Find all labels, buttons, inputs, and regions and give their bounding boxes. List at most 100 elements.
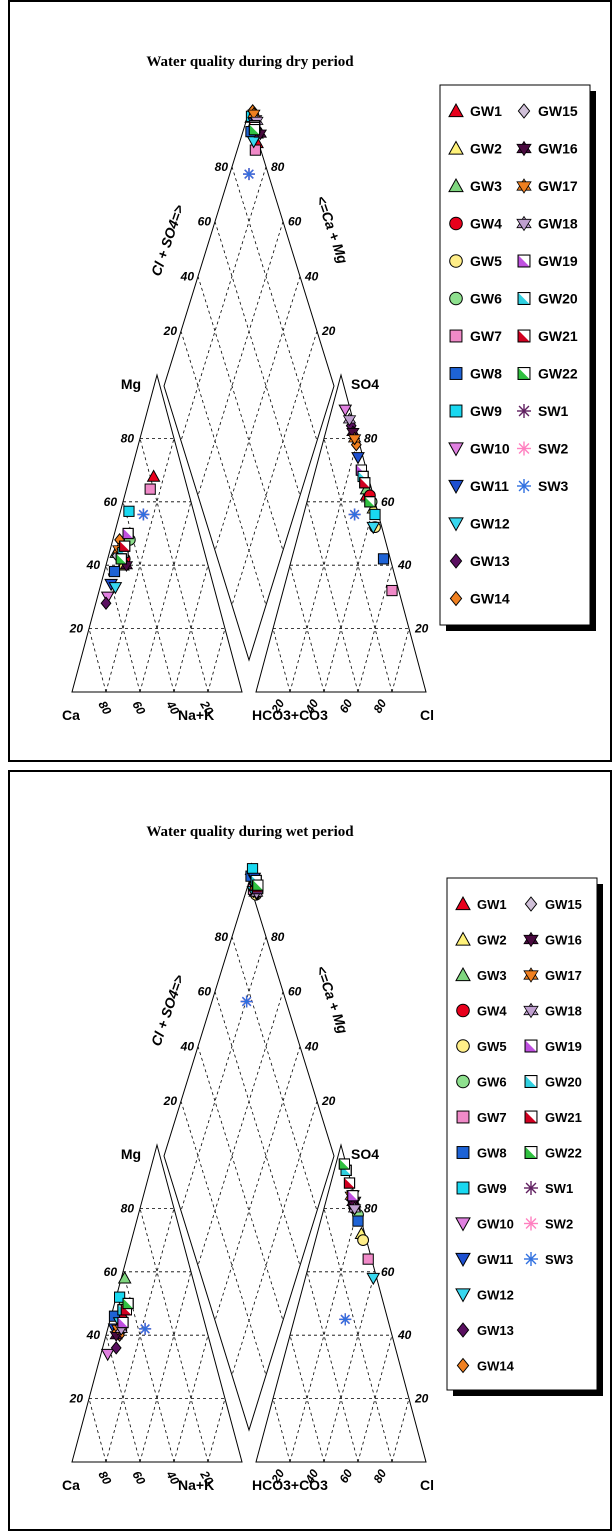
diamond-grid-b — [180, 166, 267, 441]
cation-ca-tick: 40 — [163, 698, 182, 718]
point-gw21-cation — [119, 540, 131, 552]
grids — [71, 110, 427, 693]
legend-label-gw3: GW3 — [477, 968, 507, 983]
point-gw9-anion — [369, 508, 381, 521]
legend-marker-gw9 — [456, 1181, 470, 1195]
legend-label-gw12: GW12 — [477, 1288, 514, 1303]
diamond-right-tick: 60 — [288, 985, 302, 999]
diamond-grid-b — [214, 1046, 301, 1321]
legend-label-gw5: GW5 — [477, 1039, 507, 1054]
point-sw3-cation — [139, 1322, 152, 1335]
anion-triangle-grid-l — [323, 1271, 376, 1463]
diamond-left-label: Cl + SO4=> — [148, 202, 187, 277]
point-sw3-anion — [339, 1313, 352, 1326]
anion-cl-tick: 80 — [370, 697, 389, 716]
point-gw22-anion — [338, 1158, 350, 1170]
legend-label-gw10: GW10 — [470, 441, 510, 457]
cation-triangle-outline — [71, 373, 243, 693]
point-gw12-anion — [366, 521, 381, 535]
point-gw13-cation — [100, 596, 112, 611]
legend-label-gw8: GW8 — [477, 1146, 507, 1161]
anion-cl-tick: 40 — [302, 1467, 321, 1487]
point-gw19-cation — [122, 527, 134, 540]
point-gw11-anion — [351, 452, 365, 465]
legend-marker-gw14 — [456, 1357, 470, 1374]
point-gw7-cation — [144, 483, 156, 495]
legend-label-gw7: GW7 — [477, 1110, 507, 1125]
cation-mg-tick: 80 — [121, 431, 135, 445]
diamond-left-tick: 20 — [163, 324, 178, 338]
point-gw22-diamond — [252, 879, 264, 891]
point-gw10-cation — [100, 591, 115, 604]
diamond-grid-b — [197, 991, 284, 1266]
diamond-grid-a — [214, 991, 301, 1266]
legend-label-sw3: SW3 — [545, 1252, 573, 1267]
point-gw21-anion — [343, 1177, 356, 1189]
anion-left-label: HCO3+CO3 — [252, 707, 328, 723]
diamond-left-tick: 80 — [215, 160, 229, 174]
anion-triangle-grid-r — [306, 1271, 359, 1463]
chart-title: Water quality during wet period — [146, 824, 354, 840]
cation-ca-tick: 80 — [95, 1469, 114, 1488]
point-sw3-diamond — [240, 995, 253, 1008]
cation-triangle-grid-l — [105, 438, 175, 693]
legend-label-gw21: GW21 — [538, 328, 578, 344]
cation-triangle-grid-r — [105, 1335, 141, 1463]
diamond-left-tick: 40 — [180, 269, 195, 283]
legend: GW1 GW2 GW3 GW4 GW5 GW6 GW7 GW8 GW9 GW10 GW11 GW12 G… — [446, 877, 603, 1396]
cation-triangle-grid-l — [139, 1271, 192, 1463]
anion-triangle-grid-l — [357, 565, 393, 693]
cation-mg-tick: 40 — [86, 558, 101, 572]
anion-triangle-outline — [255, 373, 427, 693]
legend-marker-gw7 — [449, 329, 463, 343]
chart-title: Water quality during dry period — [146, 54, 354, 70]
legend-marker-gw11 — [448, 479, 464, 495]
diamond-left-tick: 80 — [215, 930, 229, 944]
legend-label-sw2: SW2 — [545, 1217, 573, 1232]
legend-marker-gw9 — [449, 404, 463, 418]
point-sw3-cation — [137, 508, 150, 521]
point-gw7-diamond — [249, 144, 261, 156]
legend-marker-gw4 — [456, 1003, 470, 1018]
legend-label-gw21: GW21 — [545, 1110, 582, 1125]
point-gw19-anion — [347, 1190, 359, 1202]
anion-cl-tick: 20 — [268, 697, 287, 717]
legend-label-gw4: GW4 — [470, 216, 502, 232]
legend-box — [439, 84, 591, 626]
legend-label-gw1: GW1 — [477, 897, 507, 912]
legend-marker-gw1 — [448, 102, 464, 118]
anion-triangle-grid-l — [289, 1208, 359, 1463]
cation-triangle-grid-r — [88, 1398, 107, 1463]
legend-marker-sw2 — [524, 1216, 538, 1231]
cation-triangle-grid-l — [173, 1335, 209, 1463]
cation-triangle-grid-l — [207, 628, 226, 693]
point-gw8-anion — [377, 553, 390, 565]
diamond-right-tick: 40 — [304, 269, 319, 283]
anion-left-label: HCO3+CO3 — [252, 1477, 328, 1493]
legend-label-gw19: GW19 — [545, 1039, 582, 1054]
cation-ca-tick: 20 — [197, 1468, 216, 1488]
legend-label-gw22: GW22 — [538, 366, 578, 382]
legend-label-gw16: GW16 — [538, 141, 578, 157]
sample-points — [100, 103, 398, 611]
cation-ca-tick: 60 — [129, 699, 148, 718]
legend-marker-gw19 — [517, 254, 531, 268]
legend-marker-gw17 — [523, 967, 539, 983]
cation-triangle-grid-r — [139, 1208, 209, 1463]
legend-label-sw3: SW3 — [538, 478, 569, 494]
legend-marker-gw16 — [523, 931, 539, 948]
legend-label-gw9: GW9 — [470, 403, 502, 419]
legend-marker-sw3 — [524, 1252, 538, 1266]
legend-label-gw14: GW14 — [477, 1359, 515, 1374]
legend-label-gw4: GW4 — [477, 1004, 507, 1019]
cation-left-label: Ca — [62, 707, 80, 723]
legend-label-gw20: GW20 — [538, 291, 578, 307]
legend-marker-gw19 — [524, 1039, 538, 1053]
dry-period-panel: Water quality during dry period Mg Ca Na+K S… — [8, 0, 612, 762]
point-gw18-anion — [347, 1201, 362, 1216]
anion-top-label: SO4 — [351, 376, 379, 392]
diamond-right-tick: 40 — [304, 1039, 319, 1053]
cation-mg-tick: 60 — [104, 1265, 118, 1279]
cation-triangle-grid-l — [105, 1208, 175, 1463]
diamond-grid-b — [214, 276, 301, 551]
